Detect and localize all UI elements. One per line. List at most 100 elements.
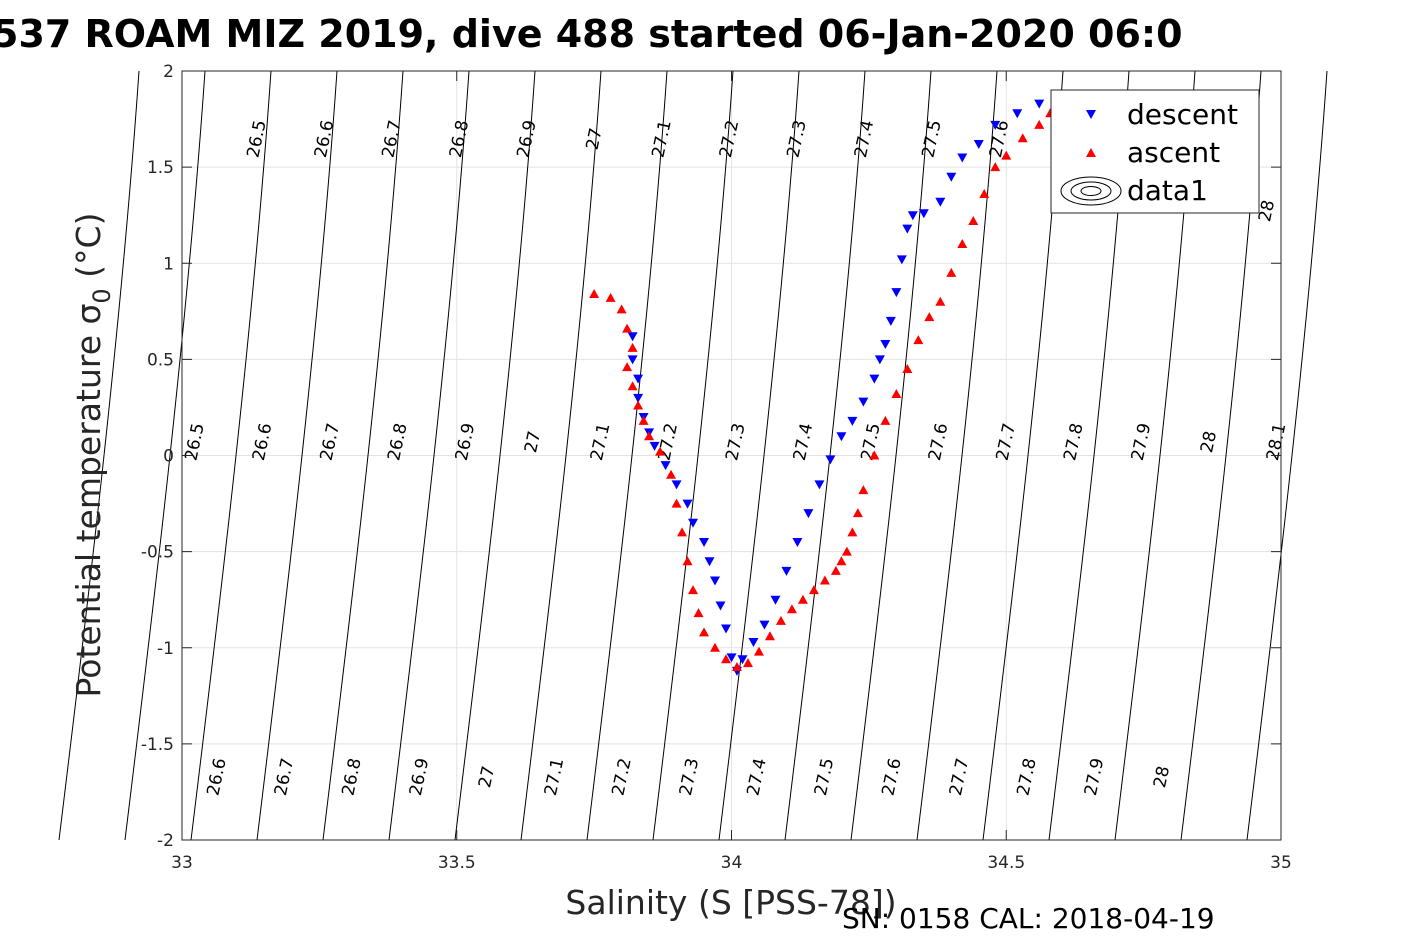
descent-point — [699, 538, 710, 548]
ascent-point — [688, 585, 699, 595]
descent-point — [660, 461, 671, 471]
isopycnal-line — [784, 70, 866, 841]
ascent-point — [1017, 133, 1028, 143]
descent-point — [715, 601, 726, 611]
ascent-point — [797, 594, 808, 604]
ascent-point — [753, 646, 764, 656]
descent-point — [688, 518, 699, 528]
x-axis-label: Salinity (S [PSS-78]) — [565, 883, 896, 922]
isopycnal-line — [586, 70, 668, 841]
ascent-point — [913, 335, 924, 345]
y-tick-label: 2 — [163, 62, 174, 82]
ascent-point — [721, 654, 732, 664]
legend-box — [1050, 89, 1260, 214]
descent-point — [770, 595, 781, 605]
y-tick-label: 1 — [163, 254, 174, 274]
legend-ascent-label: ascent — [1127, 136, 1220, 169]
sensor-calibration-footer: SN: 0158 CAL: 2018-04-19 — [842, 902, 1215, 935]
ascent-point — [979, 189, 990, 199]
isopycnal-label: 28 — [1150, 764, 1174, 789]
descent-point — [902, 224, 913, 234]
descent-point — [633, 393, 644, 403]
legend-ascent-marker — [1086, 148, 1096, 157]
ascent-point — [1034, 119, 1045, 129]
y-axis-label-unit: (°C) — [69, 213, 108, 289]
ascent-point — [622, 323, 633, 333]
ascent-point — [699, 627, 710, 637]
x-tick-label: 33 — [171, 853, 193, 873]
ascent-point — [990, 162, 1001, 172]
descent-point — [726, 653, 737, 663]
ascent-point — [671, 498, 682, 508]
y-axis-ticks: -2 -1.5 -1 -0.5 0 0.5 1 1.5 2 — [141, 62, 1281, 851]
x-tick-label: 33.5 — [438, 853, 476, 873]
y-axis-label: Potential temperature σ0 (°C) — [69, 213, 116, 698]
ascent-point — [731, 661, 742, 671]
descent-point — [759, 620, 770, 630]
descent-point — [935, 197, 946, 207]
ascent-point — [693, 608, 704, 618]
isopycnal-line — [190, 70, 272, 841]
ascent-point — [902, 363, 913, 373]
descent-point — [737, 655, 748, 665]
x-axis-ticks: 33 33.5 34 34.5 35 — [171, 71, 1292, 873]
x-tick-label: 34 — [721, 853, 743, 873]
descent-point — [858, 397, 869, 407]
ascent-point — [858, 485, 869, 495]
isopycnal-line — [850, 70, 932, 841]
descent-point — [946, 172, 957, 182]
ascent-point — [957, 239, 968, 249]
isopycnal-label: 27 — [475, 764, 499, 789]
y-tick-label: -2 — [157, 831, 174, 851]
ascent-point — [847, 527, 858, 537]
isopycnal-line — [916, 70, 998, 841]
legend-data1-label: data1 — [1127, 174, 1208, 207]
isopycnal-line — [256, 70, 338, 841]
descent-series — [627, 93, 1061, 676]
x-tick-label: 35 — [1270, 853, 1292, 873]
isopycnal-line — [322, 70, 404, 841]
ascent-point — [880, 415, 891, 425]
descent-point — [781, 566, 792, 576]
descent-point — [649, 441, 660, 451]
descent-point — [792, 538, 803, 548]
ascent-series — [589, 108, 1056, 671]
descent-point — [704, 557, 715, 567]
ascent-point — [924, 312, 935, 322]
descent-point — [973, 140, 984, 150]
y-axis-label-main: Potential temperature σ — [69, 304, 108, 698]
isopycnal-label: 28 — [1197, 429, 1221, 454]
ascent-point — [655, 446, 666, 456]
descent-point — [1012, 109, 1023, 119]
descent-point — [627, 355, 638, 365]
ascent-point — [830, 565, 841, 575]
y-tick-label: 0 — [163, 447, 174, 467]
ascent-point — [852, 508, 863, 518]
y-tick-label: -1 — [157, 639, 174, 659]
isopycnal-line — [718, 70, 800, 841]
isopycnal-line — [652, 70, 734, 841]
ascent-point — [891, 388, 902, 398]
descent-point — [918, 209, 929, 219]
descent-point — [874, 355, 885, 365]
descent-point — [825, 455, 836, 465]
descent-point — [990, 120, 1001, 130]
legend-contour-icon — [1060, 176, 1122, 206]
descent-point — [671, 480, 682, 490]
ascent-point — [968, 215, 979, 225]
ascent-point — [633, 400, 644, 410]
ascent-point — [869, 450, 880, 460]
descent-point — [1034, 99, 1045, 109]
legend-descent-label: descent — [1127, 98, 1238, 131]
descent-point — [957, 153, 968, 163]
descent-point — [891, 288, 902, 298]
y-tick-label: 0.5 — [147, 350, 174, 370]
descent-point — [885, 316, 896, 326]
y-tick-label: -1.5 — [141, 735, 174, 755]
ascent-point — [666, 469, 677, 479]
descent-point — [803, 509, 814, 519]
isopycnal-line — [124, 70, 206, 841]
descent-point — [814, 480, 825, 490]
isopycnal-line — [388, 70, 470, 841]
